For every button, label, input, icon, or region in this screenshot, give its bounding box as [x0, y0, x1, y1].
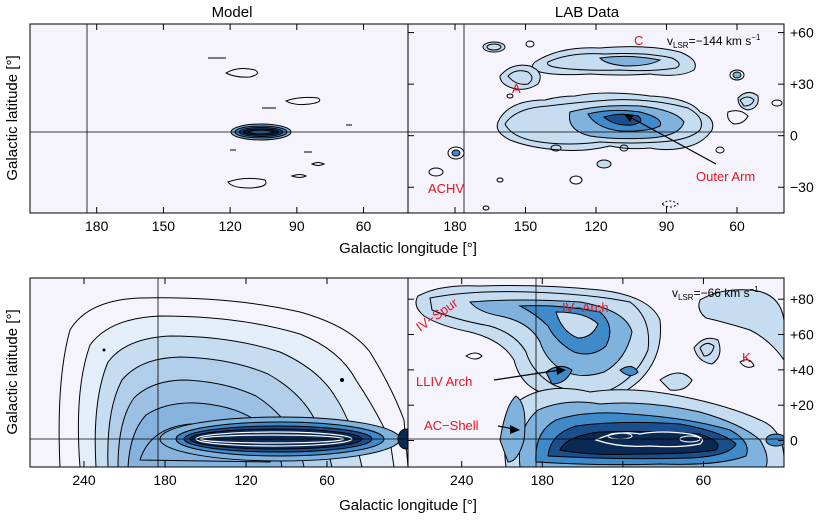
ylabel-bottom: Galactic latitude [°] [4, 309, 21, 434]
x-tick-label: 120 [584, 218, 608, 234]
x-tick-label: 120 [218, 218, 242, 234]
x-tick-label: 180 [153, 472, 177, 488]
x-tick-label: 240 [72, 472, 96, 488]
annotation-c: C [634, 33, 643, 48]
x-tick-label: 60 [729, 218, 745, 234]
model-bottom-contours [58, 297, 408, 467]
x-tick-label: 60 [696, 472, 712, 488]
x-tick-label: 60 [356, 218, 372, 234]
annotation-ac-shell: AC−Shell [424, 418, 479, 433]
x-tick-label: 180 [443, 218, 467, 234]
x-tick-label: 150 [514, 218, 538, 234]
y-tick-label: +40 [790, 362, 814, 378]
annotation-achv: ACHV [428, 181, 464, 196]
y-tick-label: +60 [790, 25, 814, 41]
vlsr-bottom-exp: −1 [750, 285, 760, 294]
x-tick-label: 90 [289, 218, 305, 234]
annotation-a: A [512, 81, 521, 96]
acshell-arrowhead [510, 425, 520, 434]
llivarch-arrowhead [556, 366, 566, 375]
x-tick-label: 240 [450, 472, 474, 488]
vlsr-label-bottom: vLSR=−66 km s−1 [672, 285, 759, 302]
frame-bottom-right [407, 277, 785, 468]
xlabel-top: Galactic longitude [°] [339, 240, 477, 257]
vlsr-bottom-prefix: v [672, 286, 678, 300]
y-tick-label: 0 [790, 128, 798, 144]
tick-labels: 180 150 120 90 60 180 150 120 90 60 +60 +30 0 −30 240 1… [72, 25, 814, 488]
lab-bottom-contours [415, 285, 784, 467]
ylabel-top: Galactic latitude [°] [4, 55, 21, 180]
xlabel-bottom: Galactic longitude [°] [339, 497, 477, 514]
outer-arm-arrowhead [624, 114, 634, 122]
y-tick-label: +60 [790, 327, 814, 343]
outer-arm-pointer [627, 115, 717, 165]
x-tick-label: 150 [152, 218, 176, 234]
y-tick-label: +20 [790, 397, 814, 413]
annotation-k: K [742, 350, 751, 365]
y-tick-label: 0 [790, 433, 798, 449]
vlsr-bottom-sub: LSR [678, 293, 694, 302]
vlsr-top-sub: LSR [673, 41, 689, 50]
panel-top-left [30, 24, 408, 213]
vlsr-top-prefix: v [667, 34, 673, 48]
annotation-outer-arm: Outer Arm [696, 169, 755, 184]
x-tick-label: 120 [234, 472, 258, 488]
annotation-lliv-arch: LLIV Arch [416, 374, 472, 389]
y-tick-label: +30 [790, 76, 814, 92]
x-tick-label: 180 [85, 218, 109, 234]
x-tick-label: 120 [611, 472, 635, 488]
vlsr-label-top: vLSR=−144 km s−1 [667, 33, 761, 50]
vlsr-top-value: =−144 km s [689, 34, 752, 48]
y-tick-label: +80 [790, 291, 814, 307]
x-tick-label: 180 [531, 472, 555, 488]
x-tick-label: 60 [319, 472, 335, 488]
y-tick-label: −30 [790, 179, 814, 195]
llivarch-pointer [493, 369, 561, 381]
vlsr-top-exp: −1 [751, 33, 761, 42]
lab-top-contours [428, 40, 783, 211]
vlsr-bottom-value: =−66 km s [694, 286, 750, 300]
x-tick-label: 90 [659, 218, 675, 234]
title-lab-data: LAB Data [555, 4, 620, 21]
annotation-iv-arch: IV−Arch [562, 300, 609, 315]
title-model: Model [212, 4, 253, 21]
tick-marks [83, 24, 784, 467]
